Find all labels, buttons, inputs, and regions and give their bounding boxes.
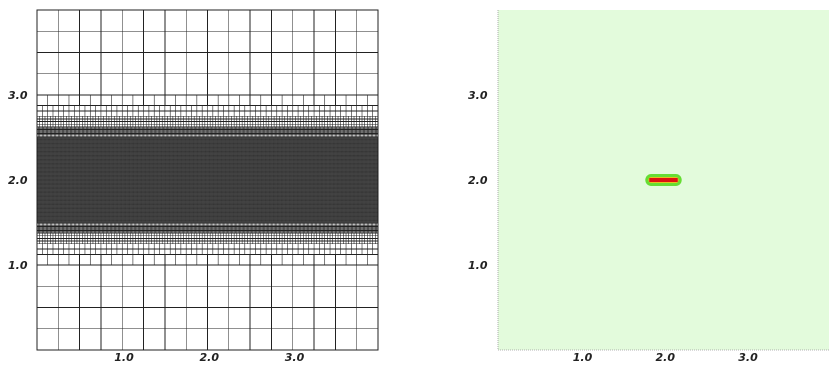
field-marker-core — [649, 178, 678, 182]
x-tick-label: 2.0 — [656, 351, 676, 364]
y-tick-label: 3.0 — [468, 89, 488, 102]
x-tick-label: 3.0 — [738, 351, 758, 364]
mesh-lines — [36, 9, 379, 351]
left-axis-ticks: 1.0 2.0 3.0 3.0 2.0 1.0 — [8, 89, 305, 364]
x-tick-label: 1.0 — [114, 351, 134, 364]
y-tick-label: 3.0 — [8, 89, 28, 102]
x-tick-label: 3.0 — [285, 351, 305, 364]
y-tick-label: 1.0 — [8, 259, 28, 272]
y-tick-label: 2.0 — [8, 174, 28, 187]
right-axis-ticks: 1.0 2.0 3.0 3.0 2.0 1.0 — [468, 89, 758, 364]
x-tick-label: 2.0 — [200, 351, 220, 364]
mesh-border — [36, 9, 379, 351]
field-panel: 1.0 2.0 3.0 3.0 2.0 1.0 — [468, 10, 829, 364]
x-tick-label: 1.0 — [573, 351, 593, 364]
mesh-panel: 1.0 2.0 3.0 3.0 2.0 1.0 — [8, 9, 379, 364]
field-plot — [497, 10, 829, 351]
y-tick-label: 2.0 — [468, 174, 488, 187]
y-tick-label: 1.0 — [468, 259, 488, 272]
